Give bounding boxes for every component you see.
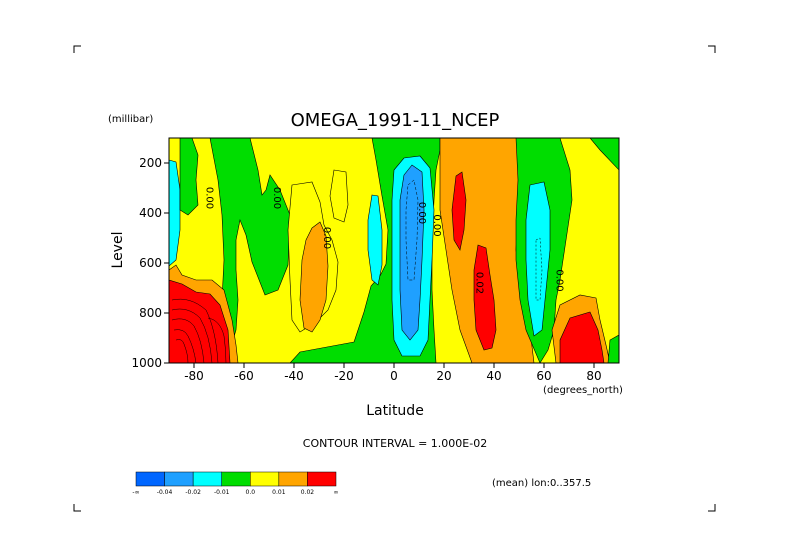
y-tick-label: 1000 <box>131 356 162 370</box>
contour-label: 0.00 <box>321 227 332 249</box>
contour-label: 0.00 <box>416 202 427 224</box>
colorbar-label: 0.01 <box>272 489 286 496</box>
colorbar-label: -0.04 <box>157 489 173 496</box>
colorbar-label: ∞ <box>334 489 339 496</box>
colorbar-swatch <box>135 471 165 487</box>
contour-label: 0.02 <box>474 272 485 294</box>
colorbar-label: -0.01 <box>214 489 230 496</box>
y-tick-label: 800 <box>139 306 162 320</box>
crop-marks <box>73 45 716 512</box>
y-axis-title: Level <box>110 232 126 269</box>
colorbar-swatch <box>192 471 222 487</box>
colorbar-swatch <box>278 471 308 487</box>
x-tick-label: -60 <box>234 369 254 383</box>
chart-title: OMEGA_1991-11_NCEP <box>291 110 500 131</box>
colorbar: -∞ -0.04 -0.02 -0.01 0.0 0.01 0.02 ∞ <box>132 471 339 496</box>
colorbar-label: 0.0 <box>246 489 256 496</box>
colorbar-swatch <box>221 471 251 487</box>
x-tick-label: -40 <box>284 369 304 383</box>
contour-label: 0.00 <box>271 187 282 209</box>
x-axis-title: Latitude <box>366 403 424 419</box>
x-tick-label: 40 <box>486 369 501 383</box>
averaging-text: (mean) lon:0..357.5 <box>492 478 591 489</box>
y-units-label: (millibar) <box>108 114 153 125</box>
x-tick-label: -80 <box>184 369 204 383</box>
x-axis: -80 -60 -40 -20 0 20 40 60 80 <box>184 363 602 383</box>
colorbar-swatch <box>164 471 194 487</box>
colorbar-label: 0.02 <box>301 489 315 496</box>
x-units-label: (degrees_north) <box>543 385 623 396</box>
contour-interval-text: CONTOUR INTERVAL = 1.000E-02 <box>303 437 487 450</box>
x-tick-label: 80 <box>586 369 601 383</box>
colorbar-swatch <box>307 471 337 487</box>
y-tick-label: 200 <box>139 156 162 170</box>
x-tick-label: 0 <box>390 369 398 383</box>
y-tick-label: 400 <box>139 206 162 220</box>
x-tick-label: 20 <box>436 369 451 383</box>
contour-field <box>169 138 619 363</box>
contour-labels: 0.00 0.00 0.00 0.00 0.00 0.02 0.00 <box>204 187 565 294</box>
x-tick-label: -20 <box>334 369 354 383</box>
y-tick-label: 600 <box>139 256 162 270</box>
colorbar-swatch <box>250 471 280 487</box>
colorbar-label: -∞ <box>132 489 139 496</box>
x-tick-label: 60 <box>536 369 551 383</box>
contour-label: 0.00 <box>204 187 215 209</box>
y-axis: 200 400 600 800 1000 <box>131 156 169 370</box>
contour-label: 0.00 <box>554 269 565 291</box>
colorbar-label: -0.02 <box>185 489 201 496</box>
contour-label: 0.00 <box>431 214 442 236</box>
